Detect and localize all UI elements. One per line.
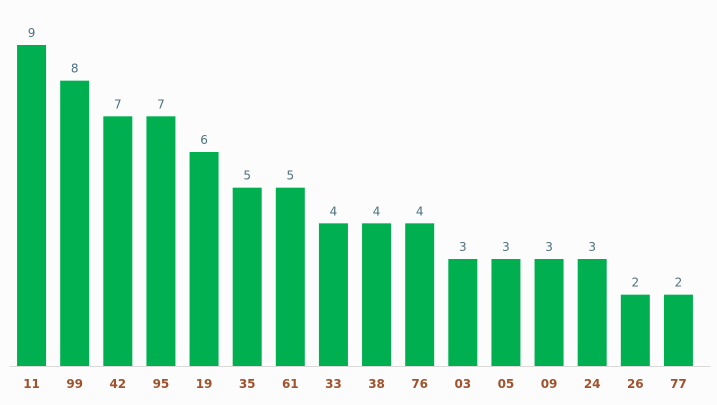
x-tick-label-26: 26	[627, 377, 644, 391]
value-label-24: 3	[588, 240, 596, 254]
bar-03	[448, 259, 478, 366]
bar-61	[275, 187, 305, 366]
value-label-61: 5	[286, 169, 294, 183]
value-labels-group: 9 8 7 7 6 5 5 4 4 4 3 3 3 3 2 2	[28, 26, 683, 290]
bar-95	[146, 116, 176, 366]
bar-24	[577, 259, 607, 366]
x-tick-label-61: 61	[282, 377, 299, 391]
x-tick-label-77: 77	[670, 377, 687, 391]
x-tick-label-19: 19	[196, 377, 213, 391]
x-tick-label-38: 38	[368, 377, 385, 391]
bar-99	[60, 80, 90, 367]
value-label-03: 3	[459, 240, 467, 254]
value-label-95: 7	[157, 97, 165, 111]
x-tick-label-95: 95	[153, 377, 170, 391]
x-tick-label-05: 05	[498, 377, 515, 391]
value-label-77: 2	[675, 276, 683, 290]
value-label-09: 3	[545, 240, 553, 254]
x-tick-labels-group: 11 99 42 95 19 35 61 33 38 76 03 05 09 24 26 77	[23, 377, 687, 391]
value-label-38: 4	[373, 204, 381, 218]
bar-09	[534, 259, 564, 366]
value-label-35: 5	[243, 169, 251, 183]
bar-35	[232, 187, 262, 366]
bar-33	[318, 223, 348, 366]
x-tick-label-11: 11	[23, 377, 40, 391]
bar-19	[189, 152, 219, 366]
bar-42	[103, 116, 133, 366]
bar-26	[620, 294, 650, 366]
value-label-19: 6	[200, 133, 208, 147]
value-label-05: 3	[502, 240, 510, 254]
bar-77	[663, 294, 693, 366]
bar-76	[405, 223, 435, 366]
bar-11	[17, 45, 47, 366]
value-label-26: 2	[631, 276, 639, 290]
x-tick-label-42: 42	[109, 377, 126, 391]
x-tick-label-33: 33	[325, 377, 342, 391]
value-label-11: 9	[28, 26, 36, 40]
value-label-99: 8	[71, 62, 79, 76]
x-tick-label-35: 35	[239, 377, 256, 391]
x-tick-label-76: 76	[411, 377, 428, 391]
value-label-76: 4	[416, 204, 424, 218]
bar-05	[491, 259, 521, 366]
value-label-42: 7	[114, 97, 122, 111]
x-tick-label-03: 03	[454, 377, 471, 391]
x-tick-label-99: 99	[66, 377, 83, 391]
bars-group	[17, 45, 693, 367]
x-tick-label-09: 09	[541, 377, 558, 391]
value-label-33: 4	[330, 204, 338, 218]
bar-38	[362, 223, 392, 366]
x-tick-label-24: 24	[584, 377, 601, 391]
